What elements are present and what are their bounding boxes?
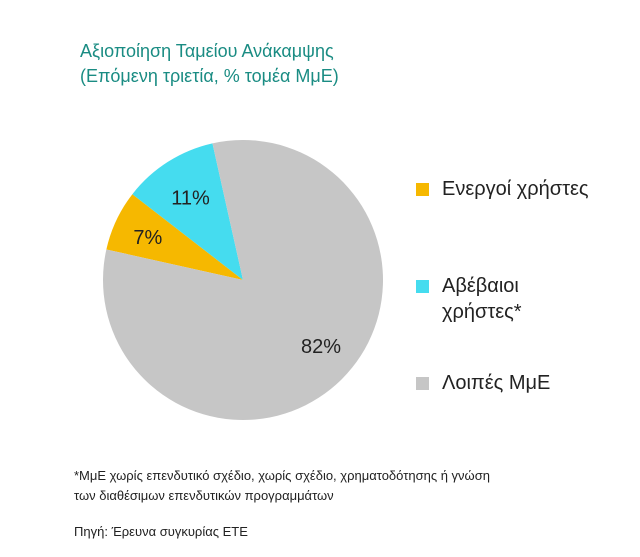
legend-swatch-active-users [416, 183, 429, 196]
legend-label-other-sme: Λοιπές ΜμΕ [442, 372, 551, 394]
legend-label-uncertain-users-line2: χρήστες* [442, 301, 522, 323]
pie-label-active-users: 7% [133, 227, 162, 249]
pie-slice-other-sme [102, 140, 383, 420]
footnote-line-1: *ΜμΕ χωρίς επενδυτικό σχέδιο, χωρίς σχέδ… [74, 468, 490, 483]
chart-subtitle: (Επόμενη τριετία, % τομέα ΜμΕ) [80, 66, 339, 86]
pie-label-other-sme: 82% [301, 336, 341, 358]
legend-swatch-uncertain-users [416, 280, 429, 293]
footnote: *ΜμΕ χωρίς επενδυτικό σχέδιο, χωρίς σχέδ… [74, 466, 614, 506]
legend-label-uncertain-users-line1: Αβέβαιοι [442, 275, 519, 297]
footnote-line-2: των διαθέσιμων επενδυτικών προγραμμάτων [74, 488, 334, 503]
source-note: Πηγή: Έρευνα συγκυρίας ΕΤΕ [74, 524, 248, 539]
legend-label-active-users: Ενεργοί χρήστες [442, 178, 589, 200]
pie-slice-uncertain-users [132, 143, 243, 280]
pie-slice-active-users [106, 194, 243, 280]
legend-swatch-other-sme [416, 377, 429, 390]
pie-label-uncertain-users: 11% [171, 187, 210, 209]
chart-title: Αξιοποίηση Ταμείου Ανάκαμψης [80, 41, 334, 61]
